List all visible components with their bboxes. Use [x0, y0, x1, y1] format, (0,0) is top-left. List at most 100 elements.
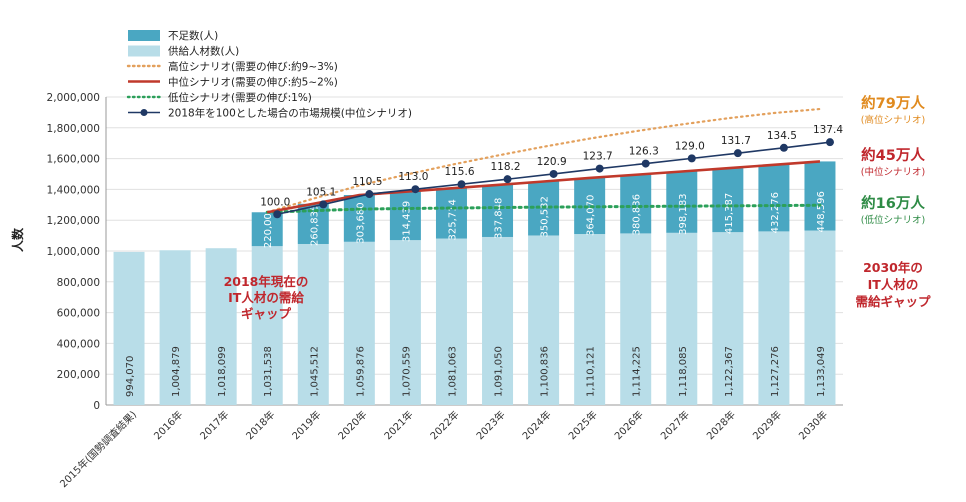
shortage-value-label: 220,000 [263, 207, 274, 248]
x-tick-label: 2018年 [243, 408, 277, 442]
legend: 不足数(人) 供給人材数(人) 高位シナリオ(需要の伸び:約9~3%) 中位シナリオ(… [126, 29, 412, 120]
supply-bar [574, 234, 606, 405]
legend-label: 低位シナリオ(需要の伸び:1%) [168, 91, 312, 104]
shortage-bar [666, 171, 698, 233]
annotations: 約79万人 (高位シナリオ) 約45万人 (中位シナリオ) 約16万人 (低位シナリオ) 2… [224, 94, 931, 321]
market-index-label: 105.1 [306, 186, 336, 198]
supply-bar [482, 236, 514, 405]
supply-bar [113, 251, 145, 405]
y-tick-label: 2,000,000 [47, 92, 100, 104]
market-index-point [365, 190, 374, 199]
supply-value-label: 1,004,879 [171, 346, 182, 397]
market-index-label: 126.3 [629, 146, 659, 158]
legend-label: 2018年を100とした場合の市場規模(中位シナリオ) [168, 107, 412, 120]
x-tick-label: 2022年 [427, 408, 461, 442]
shortage-bar [435, 188, 467, 239]
market-index-point [641, 159, 650, 168]
shortage-value-label: 448,596 [816, 191, 827, 232]
supply-value-label: 1,110,121 [586, 346, 597, 397]
y-tick-label: 400,000 [57, 338, 100, 350]
x-tick-label: 2026年 [612, 408, 646, 442]
market-index-label: 100.0 [260, 196, 290, 208]
market-index-point [595, 164, 604, 173]
low-scenario-line [265, 203, 822, 214]
shortage-value-label: 415,387 [724, 193, 735, 234]
supply-value-label: 1,045,512 [309, 346, 320, 397]
supply-bar [389, 240, 421, 405]
x-tick-label: 2029年 [750, 408, 784, 442]
shortage-value-label: 350,532 [540, 196, 551, 237]
legend-swatch [128, 45, 160, 57]
supply-value-label: 994,070 [125, 356, 136, 397]
supply-bar [251, 246, 283, 405]
legend-swatch [128, 30, 160, 41]
market-index-point [503, 175, 512, 184]
legend-label: 高位シナリオ(需要の伸び:約9~3%) [168, 60, 338, 73]
supply-value-label: 1,031,538 [263, 346, 274, 397]
annotation-low-value: 約16万人 [861, 194, 925, 212]
supply-value-label: 1,114,225 [632, 346, 643, 397]
y-tick-label: 1,600,000 [47, 154, 100, 166]
market-index-label: 137.4 [813, 124, 843, 136]
y-tick-label: 200,000 [57, 369, 100, 381]
supply-value-label: 1,122,367 [724, 346, 735, 397]
supply-value-label: 1,133,049 [816, 346, 827, 397]
shortage-value-label: 314,439 [401, 201, 412, 242]
supply-bar [205, 248, 237, 405]
supply-bar [804, 230, 836, 405]
legend-label: 中位シナリオ(需要の伸び:約5~2%) [168, 76, 338, 89]
scenario-lines [265, 107, 822, 214]
supply-bar [620, 233, 652, 405]
market-index-point [733, 149, 742, 158]
x-tick-label: 2017年 [197, 408, 231, 442]
x-tick-label: 2030年 [796, 408, 830, 442]
annotation-high-scenario: (高位シナリオ) [861, 114, 925, 126]
annotation-gap-2030: 需給ギャップ [855, 294, 931, 309]
supply-bar [528, 235, 560, 405]
y-tick-label: 1,000,000 [47, 246, 100, 258]
x-tick-label: 2020年 [335, 408, 369, 442]
x-tick-label: 2027年 [658, 408, 692, 442]
supply-bar [435, 238, 467, 405]
supply-value-label: 1,118,085 [678, 346, 689, 397]
y-axis-label: 人数 [10, 227, 25, 252]
x-tick-label: 2028年 [704, 408, 738, 442]
market-index-label: 129.0 [675, 140, 705, 152]
supply-bar [159, 250, 191, 405]
supply-bar [758, 231, 790, 405]
shortage-bar [804, 161, 836, 231]
annotation-low-scenario: (低位シナリオ) [861, 214, 925, 226]
x-tick-label: 2016年 [151, 408, 185, 442]
mid-scenario-line [266, 160, 821, 214]
market-index-point [273, 210, 282, 219]
shortage-value-label: 303,680 [355, 202, 366, 243]
shortage-bar [712, 168, 744, 233]
supply-value-label: 1,070,559 [401, 346, 412, 397]
supply-value-label: 1,100,836 [540, 346, 551, 397]
shortage-bar [343, 195, 375, 242]
market-index-point [319, 200, 328, 209]
market-index-point [779, 143, 788, 152]
supply-bar [343, 241, 375, 405]
market-index-point [411, 185, 420, 194]
bar-value-labels: 994,070 1,004,879 1,018,099 1,031,538 220,00… [125, 191, 827, 397]
supply-value-label: 1,127,276 [770, 346, 781, 397]
x-tick-label: 2025年 [566, 408, 600, 442]
legend-label: 供給人材数(人) [168, 45, 239, 58]
annotation-mid-scenario: (中位シナリオ) [861, 166, 925, 178]
high-scenario-line [266, 107, 822, 214]
market-index-label: 113.0 [398, 171, 428, 183]
supply-bar [666, 232, 698, 405]
y-tick-label: 600,000 [57, 308, 100, 320]
supply-bar [297, 243, 329, 405]
market-index-label: 123.7 [583, 151, 613, 163]
market-index-label: 120.9 [537, 156, 567, 168]
market-index-label: 115.6 [444, 166, 474, 178]
shortage-bar [389, 191, 421, 241]
supply-value-label: 1,091,050 [494, 346, 505, 397]
annotation-mid-value: 約45万人 [861, 146, 925, 164]
market-index-label: 118.2 [491, 161, 521, 173]
market-index-label: 131.7 [721, 135, 751, 147]
market-index-point [825, 138, 834, 147]
